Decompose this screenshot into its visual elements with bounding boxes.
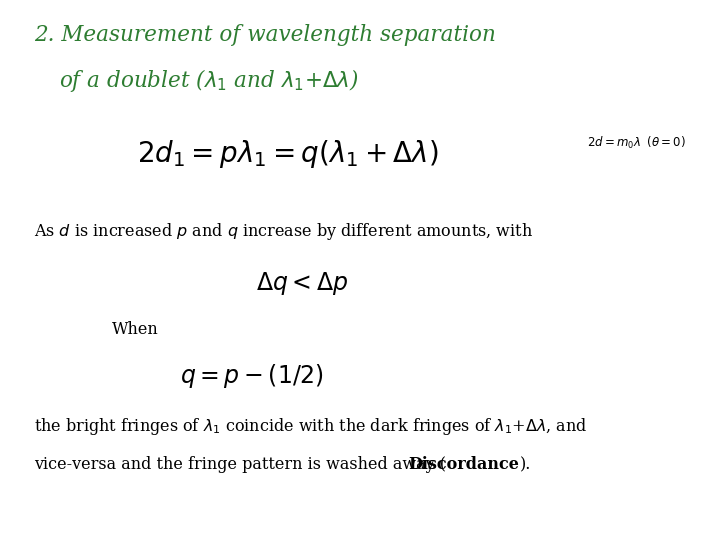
Text: As $d$ is increased $p$ and $q$ increase by different amounts, with: As $d$ is increased $p$ and $q$ increase… bbox=[34, 221, 533, 242]
Text: vice-versa and the fringe pattern is washed away (: vice-versa and the fringe pattern is was… bbox=[34, 456, 446, 473]
Text: $2d = m_0\lambda \;\; (\theta = 0)$: $2d = m_0\lambda \;\; (\theta = 0)$ bbox=[587, 135, 685, 151]
Text: $q = p - (1/2)$: $q = p - (1/2)$ bbox=[180, 362, 324, 390]
Text: $2d_1 = p\lambda_1 = q(\lambda_1 + \Delta\lambda)$: $2d_1 = p\lambda_1 = q(\lambda_1 + \Delt… bbox=[138, 138, 438, 170]
Text: $\Delta q < \Delta p$: $\Delta q < \Delta p$ bbox=[256, 270, 348, 297]
Text: ).: ). bbox=[520, 456, 531, 473]
Text: When: When bbox=[112, 321, 158, 338]
Text: 2. Measurement of wavelength separation: 2. Measurement of wavelength separation bbox=[34, 24, 495, 46]
Text: Discordance: Discordance bbox=[408, 456, 519, 473]
Text: of a doublet ($\lambda_1$ and $\lambda_1$+$\Delta\lambda$): of a doublet ($\lambda_1$ and $\lambda_1… bbox=[59, 68, 359, 94]
Text: the bright fringes of $\lambda_1$ coincide with the dark fringes of $\lambda_1$+: the bright fringes of $\lambda_1$ coinci… bbox=[34, 416, 588, 437]
